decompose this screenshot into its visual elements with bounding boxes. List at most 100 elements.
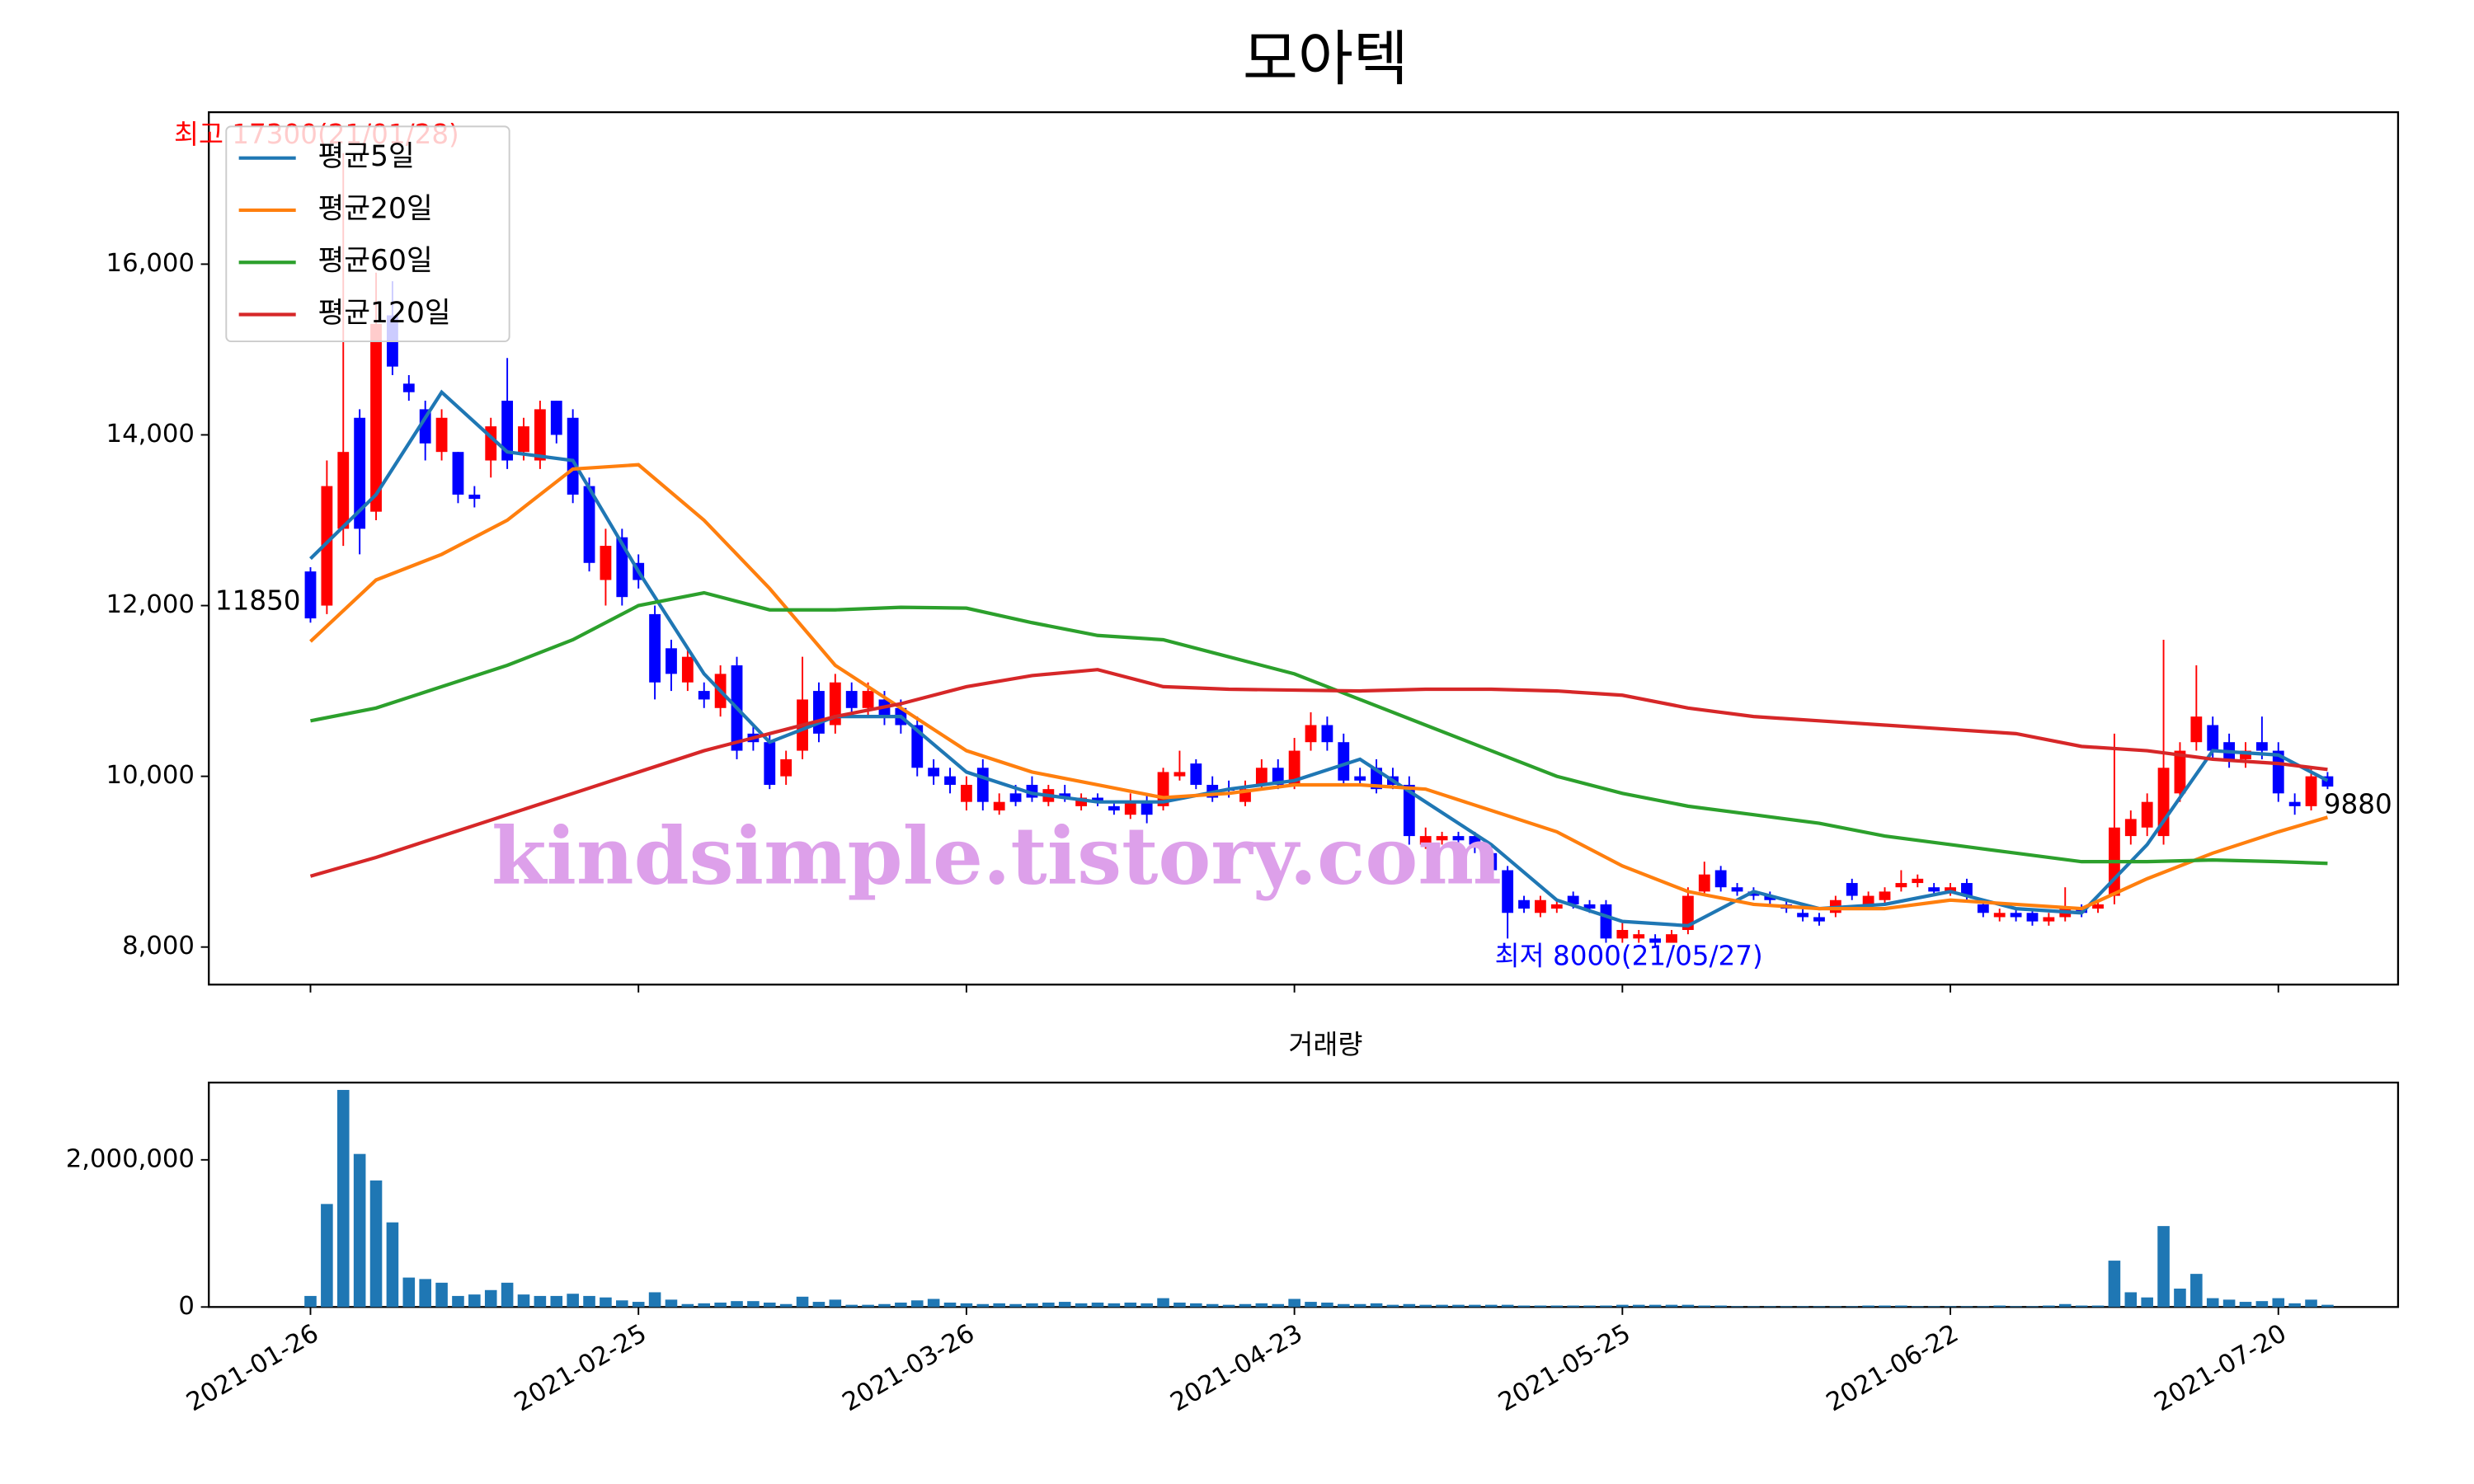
volume-bar: [550, 1295, 563, 1308]
candle-body: [550, 401, 562, 435]
candle-body: [518, 426, 529, 453]
volume-bar: [878, 1303, 891, 1308]
volume-bar: [1583, 1305, 1596, 1308]
volume-bar: [402, 1277, 416, 1308]
volume-bar: [1517, 1305, 1531, 1308]
volume-bar: [812, 1302, 825, 1308]
candle-body: [1255, 768, 1268, 785]
volume-bar: [976, 1303, 990, 1308]
candle-body: [666, 648, 677, 674]
candle-body: [1174, 772, 1186, 777]
y-tick-label: 16,000: [106, 249, 195, 278]
candle-body: [2288, 801, 2301, 806]
volume-bar: [1993, 1305, 2006, 1308]
volume-bar: [779, 1303, 793, 1308]
volume-bar: [1632, 1304, 1645, 1308]
candle-body: [2272, 750, 2284, 794]
candle-body: [2124, 819, 2137, 837]
candle-body: [1961, 883, 1973, 896]
volume-bar: [1813, 1306, 1826, 1308]
candle-body: [993, 801, 1005, 811]
candle-body: [583, 486, 595, 563]
legend-label: 평균60일: [318, 245, 433, 278]
y-tick-label: 8,000: [122, 932, 195, 960]
volume-bar: [895, 1302, 907, 1308]
candle-body: [649, 613, 661, 683]
volume-bar: [1026, 1303, 1038, 1308]
candle-body: [567, 417, 579, 495]
candle-body: [354, 417, 366, 529]
candle-body: [1649, 938, 1662, 943]
annotation: 11850: [215, 585, 301, 616]
volume-bar: [1058, 1302, 1071, 1308]
candle-body: [1502, 870, 1514, 913]
candle-body: [2174, 750, 2186, 794]
candle-body: [435, 417, 448, 453]
volume-bar: [1879, 1305, 1891, 1308]
candle-body: [1272, 768, 1284, 785]
volume-bar: [1616, 1304, 1629, 1308]
volume-bar: [1747, 1306, 1760, 1308]
moving-average-line: [310, 590, 2328, 866]
volume-bar: [353, 1153, 366, 1308]
volume-bar: [1452, 1304, 1465, 1308]
volume-bar: [1370, 1303, 1383, 1308]
candle-body: [764, 742, 776, 785]
candle-body: [2240, 750, 2251, 759]
volume-bar: [1009, 1303, 1022, 1308]
volume-bar: [2157, 1226, 2170, 1308]
volume-bar: [731, 1301, 743, 1308]
volume-bar: [1895, 1305, 1907, 1308]
legend-box: [225, 125, 510, 343]
candle-body: [1469, 836, 1481, 845]
plot-frame: [208, 110, 2400, 986]
candle-body: [1862, 895, 1874, 904]
volume-bar: [1091, 1302, 1104, 1308]
volume-bar: [796, 1296, 809, 1308]
volume-bar: [927, 1298, 940, 1308]
volume-bar: [1108, 1303, 1121, 1308]
legend-label: 평균5일: [318, 140, 415, 173]
volume-bar: [1927, 1306, 1940, 1308]
candle-body: [961, 784, 972, 802]
volume-bar: [583, 1295, 595, 1308]
volume-bar: [1780, 1306, 1793, 1308]
y-tick-label: 2,000,000: [66, 1144, 195, 1173]
volume-bar: [1698, 1305, 1711, 1308]
volume-bar: [452, 1295, 464, 1308]
volume-bar: [1714, 1305, 1727, 1308]
volume-bar: [1305, 1302, 1317, 1308]
volume-bar: [747, 1301, 760, 1308]
candle-body: [2255, 742, 2268, 751]
candle-body: [1288, 750, 1300, 785]
legend-label: 평균120일: [318, 297, 451, 330]
candle-body: [1993, 913, 2006, 918]
candle-body: [419, 409, 431, 444]
candle-body: [501, 401, 514, 461]
candle-body: [1714, 870, 1727, 888]
volume-bar: [369, 1180, 383, 1308]
volume-bar: [648, 1292, 661, 1308]
candle-body: [1009, 793, 1022, 802]
candle-body: [813, 691, 825, 734]
volume-bar: [1337, 1303, 1350, 1308]
volume-bar: [2010, 1306, 2022, 1308]
candle-body: [1059, 793, 1071, 798]
candle-body: [1945, 887, 1956, 892]
volume-bar: [1649, 1304, 1662, 1308]
volume-bar: [714, 1302, 727, 1308]
candle-body: [1666, 934, 1677, 943]
volume-bar: [1977, 1306, 1990, 1308]
volume-bar: [1206, 1303, 1219, 1308]
volume-bar: [419, 1279, 431, 1308]
volume-bar: [1665, 1304, 1678, 1308]
volume-bar: [1353, 1303, 1366, 1308]
candle-body: [2026, 913, 2039, 922]
volume-bar: [1157, 1298, 1169, 1308]
candle-body: [681, 656, 694, 683]
candle-body: [1600, 904, 1612, 939]
volume-bar: [2272, 1298, 2285, 1308]
candle-body: [1419, 836, 1432, 845]
volume-bar: [2321, 1304, 2334, 1308]
